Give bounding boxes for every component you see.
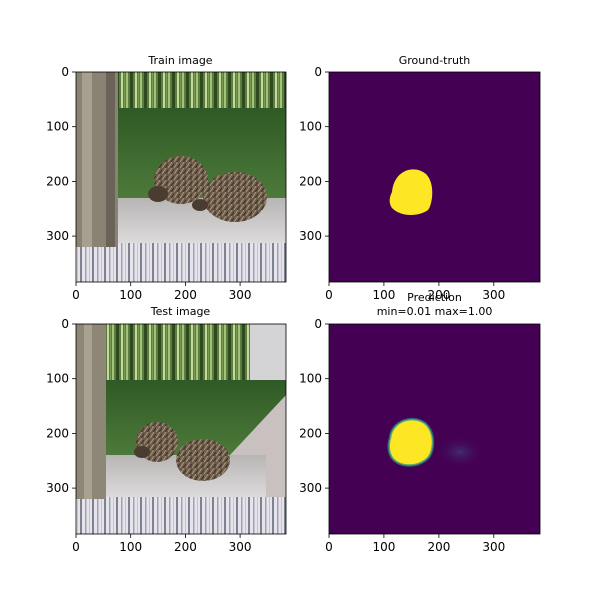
y-tick-label: 200: [46, 174, 69, 188]
y-tick-label: 200: [46, 426, 69, 440]
x-tick-label: 300: [229, 288, 252, 302]
x-tick-label: 300: [482, 540, 505, 554]
x-axis: 0 100 200 300: [325, 282, 505, 302]
subplot-test-image: Test image 0 100 200 300: [46, 305, 287, 554]
x-tick-label: 0: [72, 288, 80, 302]
photo-train: [76, 72, 286, 282]
subplot-title: Train image: [147, 54, 212, 67]
y-tick-label: 100: [299, 120, 322, 134]
y-tick-label: 0: [61, 65, 69, 79]
photo-test: [76, 324, 286, 534]
y-tick-label: 200: [299, 174, 322, 188]
x-tick-label: 100: [119, 288, 142, 302]
subplot-ground-truth: Ground-truth 0 100 200 300 0 100 200 300: [299, 54, 541, 302]
mask-region: [389, 169, 433, 215]
x-tick-label: 100: [372, 540, 395, 554]
y-tick-label: 200: [299, 426, 322, 440]
y-tick-label: 300: [46, 229, 69, 243]
prediction-region: [387, 418, 435, 467]
x-axis: 0 100 200 300: [325, 534, 505, 554]
x-tick-label: 100: [119, 540, 142, 554]
subplot-title: Prediction: [407, 291, 462, 304]
x-tick-label: 200: [174, 540, 197, 554]
faint-prediction-region: [436, 436, 484, 468]
heatmap-background: [329, 72, 540, 282]
x-axis: 0 100 200 300: [72, 282, 252, 302]
x-tick-label: 300: [229, 540, 252, 554]
y-tick-label: 0: [314, 65, 322, 79]
y-tick-label: 0: [314, 317, 322, 331]
subplot-title: Ground-truth: [399, 54, 471, 67]
x-tick-label: 200: [427, 288, 450, 302]
subplot-prediction: Prediction min=0.01 max=1.00 0 100 200 3…: [299, 291, 541, 554]
axes-frame: [328, 71, 541, 283]
x-tick-label: 300: [482, 288, 505, 302]
y-tick-label: 100: [46, 120, 69, 134]
x-tick-label: 0: [325, 288, 333, 302]
y-axis: 0 100 200 300: [299, 317, 329, 495]
x-axis: 0 100 200 300: [72, 534, 252, 554]
heatmap-background: [329, 324, 540, 534]
axes-frame: [75, 323, 287, 535]
y-tick-label: 300: [299, 481, 322, 495]
x-tick-label: 0: [325, 540, 333, 554]
x-tick-label: 200: [427, 540, 450, 554]
y-tick-label: 100: [46, 372, 69, 386]
y-axis: 0 100 200 300: [46, 317, 76, 495]
y-axis: 0 100 200 300: [299, 65, 329, 243]
x-tick-label: 0: [72, 540, 80, 554]
x-tick-label: 100: [372, 288, 395, 302]
y-tick-label: 0: [61, 317, 69, 331]
x-tick-label: 200: [174, 288, 197, 302]
y-tick-label: 100: [299, 372, 322, 386]
subplot-title: Test image: [150, 305, 211, 318]
subplot-subtitle: min=0.01 max=1.00: [377, 305, 493, 318]
y-tick-label: 300: [46, 481, 69, 495]
y-tick-label: 300: [299, 229, 322, 243]
axes-frame: [328, 323, 541, 535]
y-axis: 0 100 200 300: [46, 65, 76, 243]
axes-frame: [75, 71, 287, 283]
subplot-train-image: Train image 0 100 200 300: [46, 54, 287, 302]
